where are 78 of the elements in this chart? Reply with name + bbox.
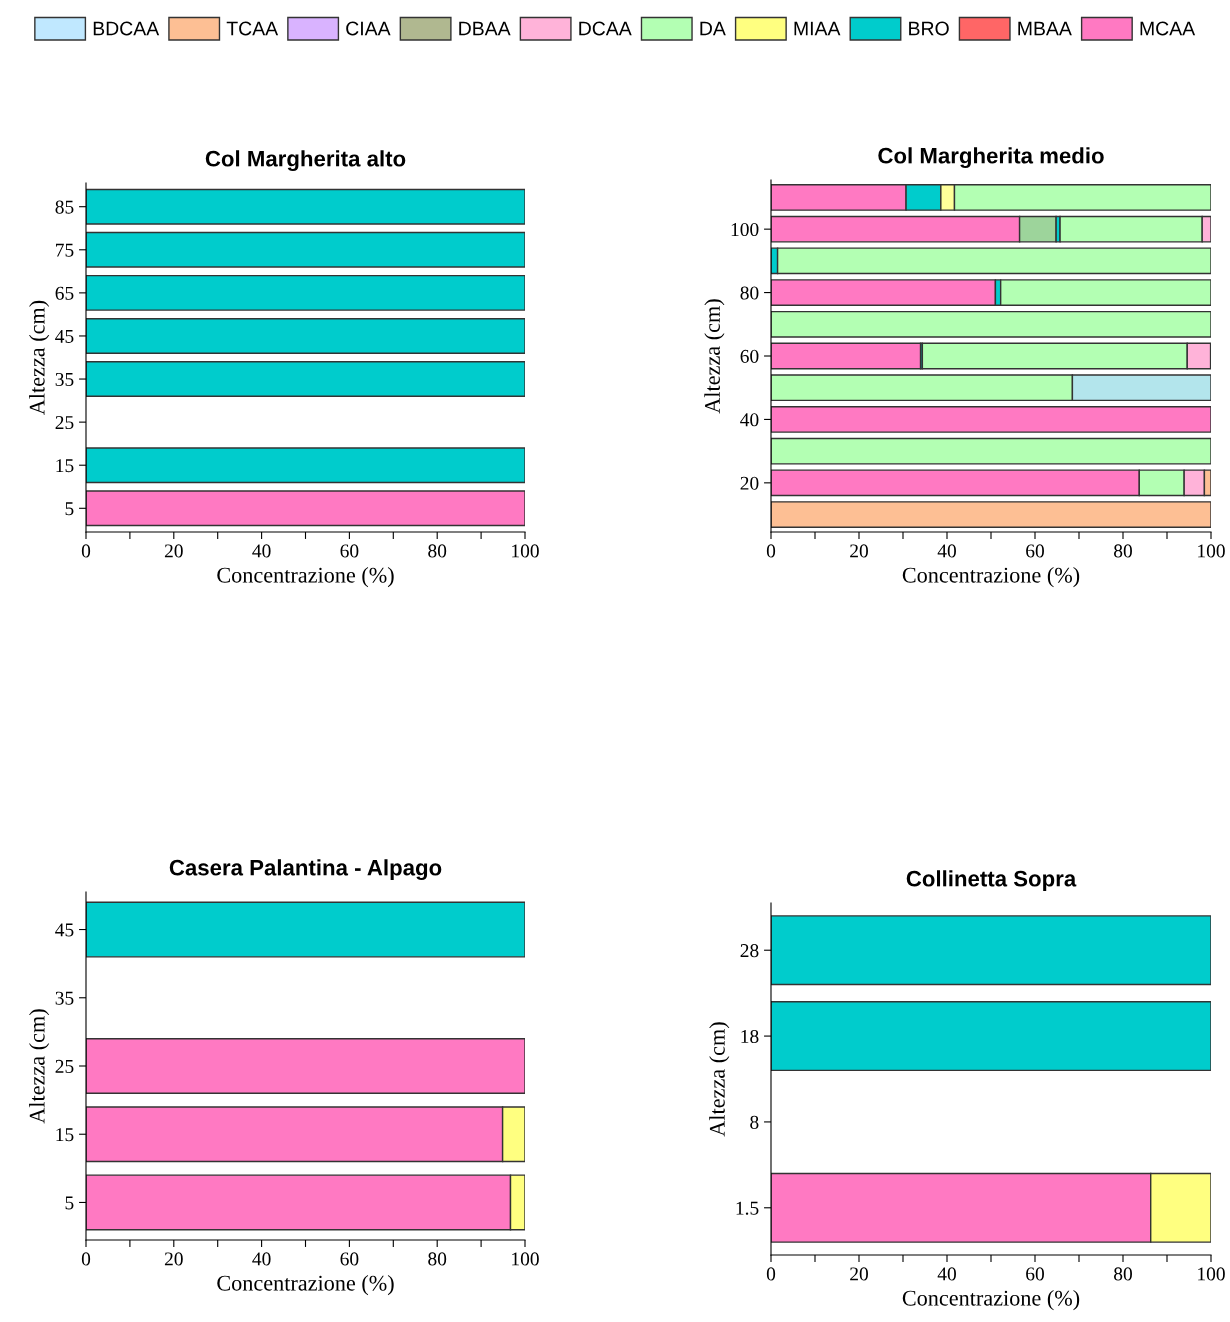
x-tick-label: 100 [1198, 1267, 1225, 1281]
x-tick-label: 60 [340, 1252, 359, 1266]
legend-label: TCAA [226, 21, 279, 36]
legend-label: DBAA [459, 21, 511, 36]
bar [771, 406, 1211, 433]
legend-label: DCAA [579, 21, 632, 36]
chart-title: Collinetta Sopra [906, 870, 1077, 891]
y-tick-label: 28 [740, 944, 759, 958]
y-tick-label: 25 [55, 1059, 74, 1073]
x-axis-title: Concentrazione (%) [902, 566, 1080, 588]
x-tick-label: 60 [1026, 1267, 1044, 1281]
y-tick-label: 20 [740, 476, 759, 490]
y-tick-label: 18 [741, 1029, 759, 1044]
x-tick-label: 20 [850, 1267, 868, 1281]
x-tick-label: 80 [1114, 544, 1132, 558]
legend-label: BRO [909, 21, 949, 36]
chart-title: Col Margherita alto [205, 150, 406, 172]
x-tick-label: 20 [164, 544, 183, 558]
y-axis-title: Altezza (cm) [29, 1009, 50, 1124]
bar [771, 310, 1211, 338]
x-axis-title: Concentrazione (%) [217, 566, 394, 588]
x-tick-label: 20 [850, 544, 868, 558]
y-tick-label: 45 [55, 923, 74, 937]
y-axis-title: Altezza (cm) [29, 300, 50, 415]
y-tick-label: 60 [740, 349, 759, 363]
bar [776, 247, 1211, 275]
x-tick-label: 60 [1026, 544, 1044, 558]
y-tick-label: 40 [740, 413, 759, 427]
y-tick-label: 25 [55, 416, 74, 430]
bar [771, 501, 1211, 528]
y-tick-label: 45 [55, 329, 74, 343]
y-tick-label: 100 [731, 222, 759, 237]
x-axis-title: Concentrazione (%) [902, 1289, 1080, 1311]
x-tick-label: 80 [428, 544, 447, 558]
x-tick-label: 40 [252, 544, 271, 558]
x-tick-label: 0 [81, 544, 91, 558]
y-tick-label: 35 [55, 991, 74, 1005]
bar [86, 1038, 525, 1094]
y-tick-label: 65 [55, 286, 74, 300]
x-tick-label: 0 [81, 1252, 91, 1266]
y-tick-label: 5 [65, 502, 74, 516]
legend-label: MBAA [1018, 21, 1072, 36]
y-tick-label: 75 [56, 243, 74, 257]
y-axis-title: Altezza (cm) [704, 299, 725, 414]
legend-label: MCAA [1140, 21, 1196, 36]
x-tick-label: 100 [1198, 544, 1225, 558]
y-tick-label: 8 [750, 1115, 759, 1129]
x-tick-label: 40 [937, 1267, 956, 1281]
bar [771, 279, 997, 306]
legend-label: BDCAA [93, 21, 160, 36]
y-tick-label: 15 [56, 459, 74, 473]
y-tick-label: 5 [65, 1196, 74, 1210]
chart-title: Casera Palantina - Alpago [169, 859, 442, 881]
y-axis-title: Altezza (cm) [709, 1022, 730, 1137]
x-tick-label: 20 [164, 1252, 183, 1266]
bar [86, 901, 525, 958]
y-tick-label: 80 [740, 286, 759, 300]
chart-title: Col Margherita medio [878, 147, 1104, 169]
x-tick-label: 80 [428, 1252, 447, 1266]
x-tick-label: 100 [512, 1252, 539, 1266]
bar [999, 279, 1211, 306]
x-tick-label: 40 [252, 1252, 271, 1266]
x-tick-label: 100 [512, 544, 539, 558]
x-axis-title: Concentrazione (%) [217, 1274, 394, 1296]
bar [771, 342, 922, 370]
y-tick-label: 1.5 [736, 1201, 759, 1215]
y-tick-label: 85 [55, 200, 74, 214]
x-tick-label: 80 [1114, 1267, 1132, 1281]
x-tick-label: 0 [766, 544, 776, 558]
bar [771, 437, 1211, 465]
legend-label: MIAA [794, 21, 841, 36]
x-tick-label: 0 [766, 1267, 776, 1281]
legend-label: DA [700, 21, 726, 36]
y-tick-label: 35 [55, 372, 74, 386]
y-tick-label: 15 [56, 1128, 74, 1142]
x-tick-label: 40 [937, 544, 956, 558]
legend-label: CIAA [346, 21, 391, 36]
x-tick-label: 60 [340, 544, 359, 558]
